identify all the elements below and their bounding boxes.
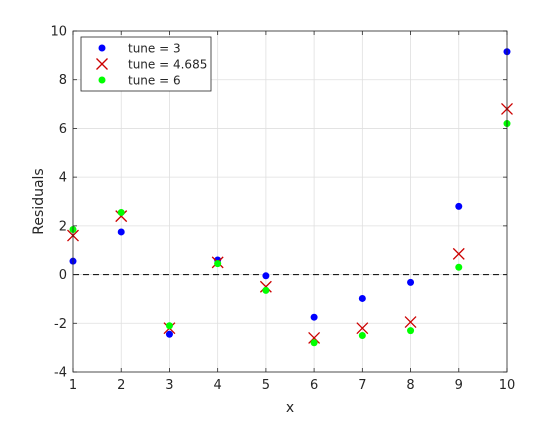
data-point xyxy=(262,272,270,280)
x-tick-label: 7 xyxy=(358,378,366,393)
x-tick-label: 5 xyxy=(262,378,270,393)
data-point xyxy=(262,286,270,294)
x-marker-stroke xyxy=(452,247,465,260)
data-point xyxy=(358,331,366,339)
data-point xyxy=(117,208,125,216)
y-tick-label: 0 xyxy=(59,268,67,283)
x-marker-stroke xyxy=(115,210,128,223)
x-marker-stroke xyxy=(404,316,417,329)
data-point xyxy=(165,322,173,330)
data-point xyxy=(165,330,173,338)
x-marker-stroke xyxy=(308,331,321,344)
data-point xyxy=(259,280,272,293)
x-tick-label: 2 xyxy=(117,378,125,393)
data-point xyxy=(214,260,222,268)
legend: tune = 3 tune = 4.685 tune = 6 xyxy=(80,36,212,92)
data-point xyxy=(310,313,318,321)
y-tick-label: 2 xyxy=(59,219,67,234)
legend-label: tune = 3 xyxy=(128,42,181,56)
x-tick-label: 4 xyxy=(214,378,222,393)
data-point xyxy=(358,294,366,302)
x-tick-label: 1 xyxy=(69,378,77,393)
x-axis-label: x xyxy=(286,400,294,416)
data-point xyxy=(117,228,125,236)
plot-box xyxy=(72,30,508,373)
legend-label: tune = 6 xyxy=(128,74,181,88)
series-3 xyxy=(69,120,511,347)
legend-marker xyxy=(96,58,108,70)
data-point xyxy=(356,322,369,335)
data-point xyxy=(407,278,415,286)
x-tick-label: 8 xyxy=(406,378,414,393)
y-tick-label: 8 xyxy=(59,73,67,88)
x-tick-label: 6 xyxy=(310,378,318,393)
x-tick-label: 10 xyxy=(499,378,516,393)
x-marker-stroke xyxy=(96,58,108,70)
x-tick-label: 3 xyxy=(165,378,173,393)
x-tick-label: 9 xyxy=(455,378,463,393)
y-tick-label: -2 xyxy=(54,317,67,332)
data-point xyxy=(407,327,415,335)
axis-ticks: 1 2 3 4 5 6 7 8 9 10 -4 -2 0 2 4 6 8 10 xyxy=(50,25,515,394)
data-point xyxy=(310,339,318,347)
data-point xyxy=(308,331,321,344)
y-tick-label: 10 xyxy=(50,25,67,40)
data-point xyxy=(455,263,463,271)
y-tick-label: -4 xyxy=(54,366,67,381)
legend-marker xyxy=(98,76,106,84)
legend-label: tune = 4.685 xyxy=(128,58,207,72)
y-tick-label: 6 xyxy=(59,122,67,137)
y-tick-label: 4 xyxy=(59,171,67,186)
y-axis-label: Residuals xyxy=(31,168,47,234)
data-point xyxy=(115,210,128,223)
legend-marker xyxy=(98,44,106,52)
data-point xyxy=(404,316,417,329)
data-point xyxy=(455,202,463,210)
data-point xyxy=(452,247,465,260)
x-marker-stroke xyxy=(259,280,272,293)
x-marker-stroke xyxy=(356,322,369,335)
